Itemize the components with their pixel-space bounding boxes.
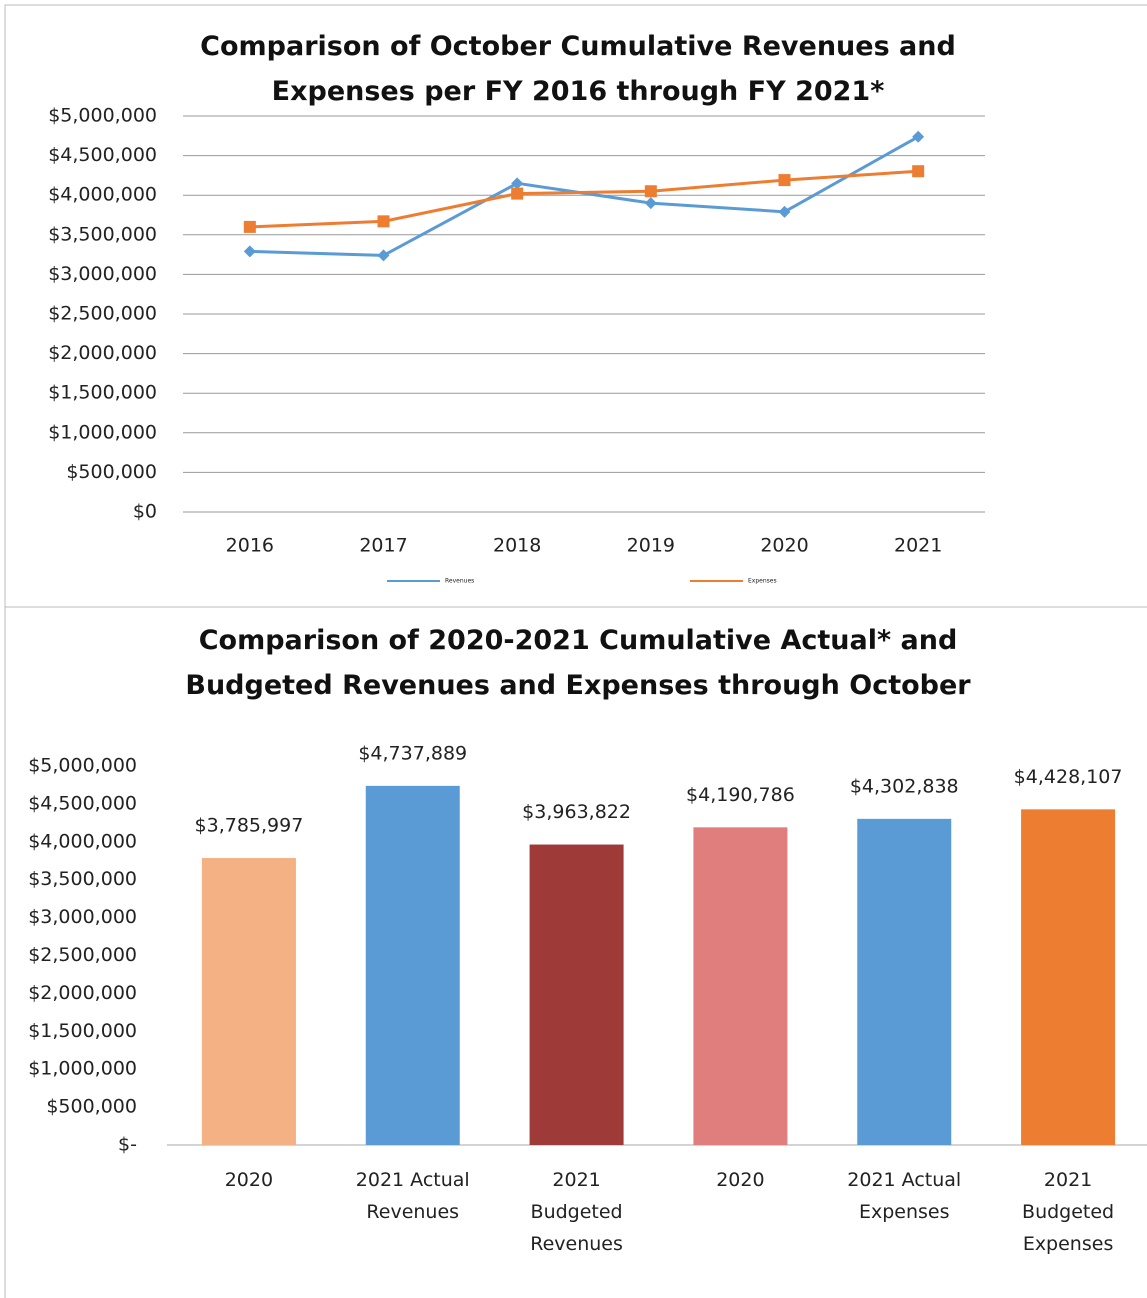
y-tick-label: $2,000,000 bbox=[28, 982, 137, 1004]
y-tick-label: $1,500,000 bbox=[28, 1020, 137, 1042]
data-label: $4,428,107 bbox=[1014, 766, 1123, 788]
data-label: $3,963,822 bbox=[522, 801, 631, 823]
marker bbox=[511, 187, 524, 200]
data-label: $3,785,997 bbox=[195, 815, 304, 837]
y-tick-label: $1,000,000 bbox=[48, 421, 157, 443]
marker bbox=[377, 249, 390, 262]
y-tick-label: $- bbox=[118, 1134, 137, 1156]
legend-label: Expenses bbox=[748, 578, 777, 585]
series-line bbox=[249, 169, 919, 229]
y-tick-label: $3,500,000 bbox=[48, 223, 157, 245]
y-tick-label: $2,500,000 bbox=[48, 303, 157, 325]
bar bbox=[693, 827, 788, 1145]
y-tick-label: $4,500,000 bbox=[28, 792, 137, 814]
marker bbox=[644, 185, 657, 198]
marker bbox=[912, 130, 925, 143]
y-tick-label: $5,000,000 bbox=[28, 755, 137, 777]
series-line bbox=[249, 135, 919, 257]
y-tick-label: $5,000,000 bbox=[48, 105, 157, 127]
marker bbox=[912, 165, 925, 178]
bar bbox=[201, 858, 296, 1145]
chart-title: Comparison of October Cumulative Revenue… bbox=[200, 31, 956, 107]
x-tick-label: 2017 bbox=[359, 535, 407, 557]
chart-title: Comparison of 2020-2021 Cumulative Actua… bbox=[185, 625, 971, 701]
x-tick-label: 2020 bbox=[760, 535, 808, 557]
x-tick-label: 2020 bbox=[716, 1169, 765, 1191]
data-label: $4,302,838 bbox=[850, 775, 959, 797]
y-tick-label: $500,000 bbox=[66, 461, 157, 483]
marker bbox=[377, 215, 390, 228]
x-tick-label: 2021 Actual Revenues bbox=[355, 1169, 470, 1223]
x-tick-label: 2019 bbox=[627, 535, 675, 557]
bar bbox=[529, 844, 624, 1145]
marker bbox=[511, 177, 524, 190]
bar bbox=[365, 785, 460, 1145]
y-tick-label: $3,000,000 bbox=[48, 263, 157, 285]
y-tick-label: $2,500,000 bbox=[28, 944, 137, 966]
y-tick-label: $4,500,000 bbox=[48, 144, 157, 166]
marker bbox=[243, 220, 256, 233]
chart-frame bbox=[4, 606, 1147, 1298]
y-tick-label: $0 bbox=[133, 501, 157, 523]
marker bbox=[778, 205, 791, 218]
y-tick-label: $3,000,000 bbox=[28, 906, 137, 928]
x-tick-label: 2021 Budgeted Revenues bbox=[530, 1169, 623, 1255]
y-tick-label: $3,500,000 bbox=[28, 868, 137, 890]
data-label: $4,737,889 bbox=[358, 742, 467, 764]
x-tick-label: 2018 bbox=[493, 535, 541, 557]
y-tick-label: $1,500,000 bbox=[48, 382, 157, 404]
x-tick-label: 2021 Budgeted Expenses bbox=[1022, 1169, 1115, 1255]
x-tick-label: 2021 bbox=[894, 535, 942, 557]
x-tick-label: 2021 Actual Expenses bbox=[847, 1169, 962, 1223]
y-tick-label: $4,000,000 bbox=[48, 184, 157, 206]
marker bbox=[644, 197, 657, 210]
bar bbox=[857, 818, 952, 1145]
legend-label: Revenues bbox=[445, 578, 474, 585]
marker bbox=[243, 245, 256, 258]
data-label: $4,190,786 bbox=[686, 784, 795, 806]
y-tick-label: $4,000,000 bbox=[28, 830, 137, 852]
y-tick-label: $1,000,000 bbox=[28, 1058, 137, 1080]
marker bbox=[778, 174, 791, 187]
x-tick-label: 2020 bbox=[224, 1169, 274, 1191]
y-tick-label: $500,000 bbox=[46, 1096, 137, 1118]
x-tick-label: 2016 bbox=[226, 535, 274, 557]
bar bbox=[1021, 809, 1116, 1145]
y-tick-label: $2,000,000 bbox=[48, 342, 157, 364]
